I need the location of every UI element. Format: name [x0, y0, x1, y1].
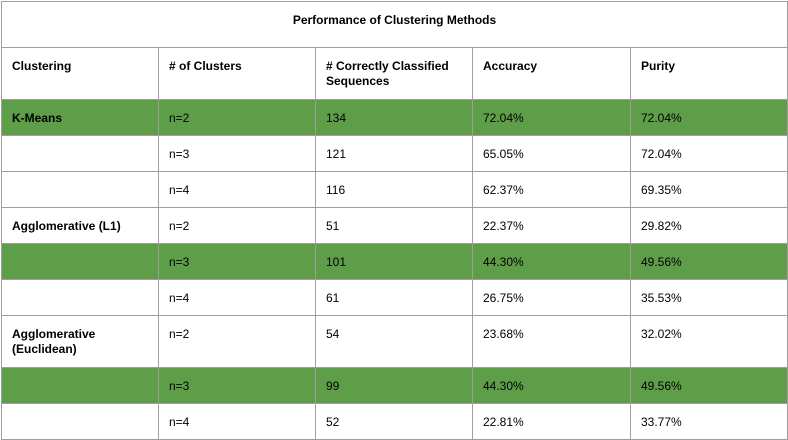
- cell-clusters: n=3: [158, 135, 316, 172]
- cell-correct: 54: [315, 315, 473, 368]
- cell-clusters: n=3: [158, 243, 316, 280]
- cell-clusters: n=4: [158, 403, 316, 440]
- cell-correct: 101: [315, 243, 473, 280]
- cell-correct: 51: [315, 207, 473, 244]
- cell-correct: 121: [315, 135, 473, 172]
- header-num-clusters: # of Clusters: [158, 47, 316, 100]
- header-correctly-classified: # Correctly Classified Sequences: [315, 47, 473, 100]
- cell-clustering: [1, 135, 159, 172]
- header-accuracy: Accuracy: [472, 47, 631, 100]
- cell-clustering: Agglomerative (Euclidean): [1, 315, 159, 368]
- cell-purity: 69.35%: [630, 171, 788, 208]
- cell-correct: 116: [315, 171, 473, 208]
- table-row: n=3 101 44.30% 49.56%: [1, 243, 788, 280]
- table-row: n=4 61 26.75% 35.53%: [1, 279, 788, 316]
- table-row: n=3 121 65.05% 72.04%: [1, 135, 788, 172]
- cell-purity: 72.04%: [630, 135, 788, 172]
- cell-clustering: K-Means: [1, 99, 159, 136]
- cell-purity: 29.82%: [630, 207, 788, 244]
- cell-correct: 61: [315, 279, 473, 316]
- cell-accuracy: 65.05%: [472, 135, 631, 172]
- cell-correct: 52: [315, 403, 473, 440]
- cell-clusters: n=4: [158, 279, 316, 316]
- cell-purity: 49.56%: [630, 367, 788, 404]
- table-row: Agglomerative (Euclidean) n=2 54 23.68% …: [1, 315, 788, 368]
- cell-accuracy: 22.81%: [472, 403, 631, 440]
- cell-clustering: [1, 171, 159, 208]
- cell-clusters: n=4: [158, 171, 316, 208]
- cell-accuracy: 22.37%: [472, 207, 631, 244]
- cell-accuracy: 62.37%: [472, 171, 631, 208]
- cell-clusters: n=3: [158, 367, 316, 404]
- cell-accuracy: 26.75%: [472, 279, 631, 316]
- cell-purity: 49.56%: [630, 243, 788, 280]
- cell-clustering: Agglomerative (L1): [1, 207, 159, 244]
- cell-accuracy: 23.68%: [472, 315, 631, 368]
- table-row: K-Means n=2 134 72.04% 72.04%: [1, 99, 788, 136]
- header-purity: Purity: [630, 47, 788, 100]
- cell-correct: 134: [315, 99, 473, 136]
- cell-purity: 72.04%: [630, 99, 788, 136]
- table-row: n=4 116 62.37% 69.35%: [1, 171, 788, 208]
- table-row: n=3 99 44.30% 49.56%: [1, 367, 788, 404]
- cell-accuracy: 44.30%: [472, 243, 631, 280]
- cell-clustering: [1, 243, 159, 280]
- cell-clustering: [1, 367, 159, 404]
- table-caption: Performance of Clustering Methods: [1, 1, 788, 48]
- cell-purity: 35.53%: [630, 279, 788, 316]
- cell-purity: 32.02%: [630, 315, 788, 368]
- cell-clusters: n=2: [158, 99, 316, 136]
- cell-accuracy: 44.30%: [472, 367, 631, 404]
- cell-accuracy: 72.04%: [472, 99, 631, 136]
- header-clustering: Clustering: [1, 47, 159, 100]
- cell-clusters: n=2: [158, 207, 316, 244]
- cell-clustering: [1, 403, 159, 440]
- cell-clustering: [1, 279, 159, 316]
- table-row: n=4 52 22.81% 33.77%: [1, 403, 788, 440]
- table-row: Agglomerative (L1) n=2 51 22.37% 29.82%: [1, 207, 788, 244]
- header-row: Clustering # of Clusters # Correctly Cla…: [1, 47, 788, 100]
- cell-purity: 33.77%: [630, 403, 788, 440]
- caption-row: Performance of Clustering Methods: [1, 1, 788, 48]
- cell-clusters: n=2: [158, 315, 316, 368]
- cell-correct: 99: [315, 367, 473, 404]
